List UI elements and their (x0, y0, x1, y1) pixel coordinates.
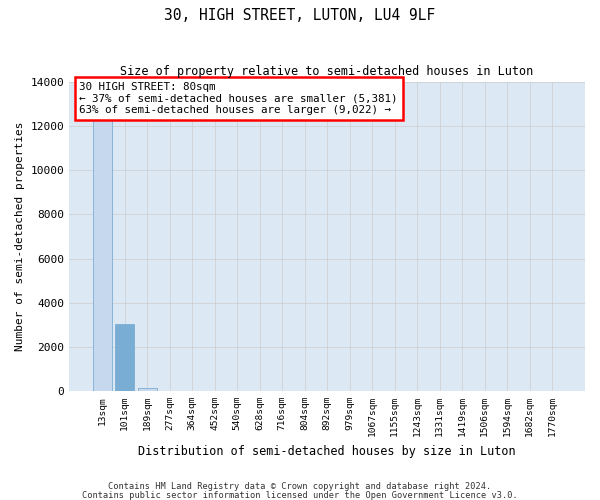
Title: Size of property relative to semi-detached houses in Luton: Size of property relative to semi-detach… (121, 65, 534, 78)
Text: 30, HIGH STREET, LUTON, LU4 9LF: 30, HIGH STREET, LUTON, LU4 9LF (164, 8, 436, 22)
Text: Contains HM Land Registry data © Crown copyright and database right 2024.: Contains HM Land Registry data © Crown c… (109, 482, 491, 491)
Bar (137, 388, 157, 391)
Bar (115, 324, 134, 391)
X-axis label: Distribution of semi-detached houses by size in Luton: Distribution of semi-detached houses by … (138, 444, 516, 458)
Bar (92, 95, 112, 391)
Text: 30 HIGH STREET: 80sqm
← 37% of semi-detached houses are smaller (5,381)
63% of s: 30 HIGH STREET: 80sqm ← 37% of semi-deta… (79, 82, 398, 115)
Text: Contains public sector information licensed under the Open Government Licence v3: Contains public sector information licen… (82, 490, 518, 500)
Y-axis label: Number of semi-detached properties: Number of semi-detached properties (15, 122, 25, 351)
